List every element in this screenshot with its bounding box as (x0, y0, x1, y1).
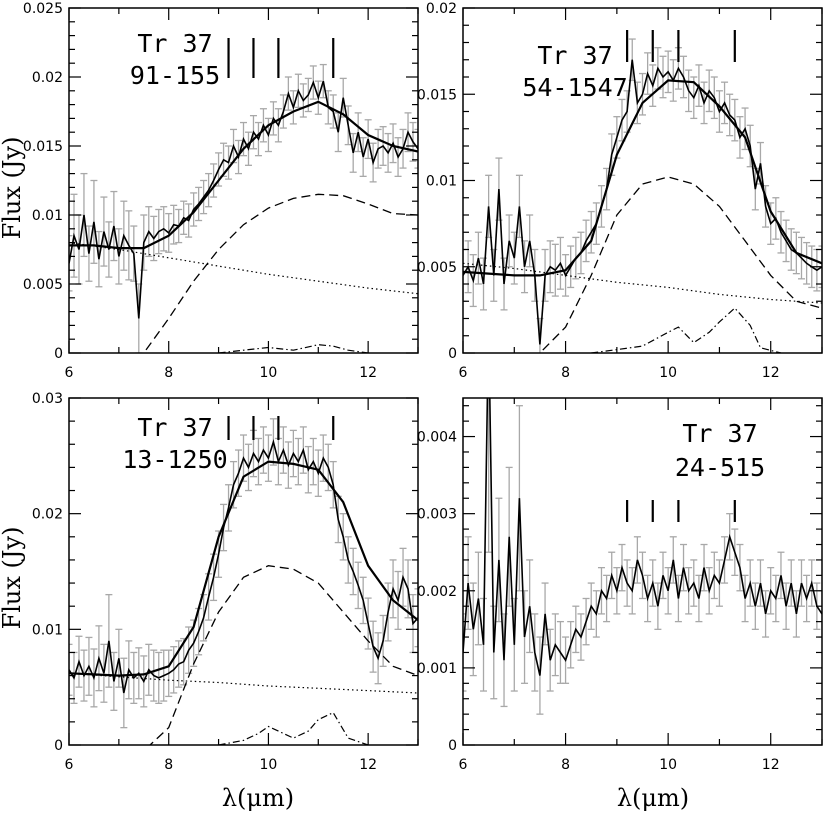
error-bars (69, 63, 418, 353)
y-tick-label: 0.01 (32, 622, 63, 638)
x-tick-label: 10 (260, 365, 278, 381)
x-tick-label: 12 (359, 757, 377, 773)
y-tick-label: 0.005 (417, 260, 457, 276)
error-bar (818, 245, 822, 289)
x-tick-label: 10 (659, 365, 677, 381)
x-tick-label: 6 (65, 365, 74, 381)
star-id-label: 13-1250 (122, 445, 227, 474)
model-fit-line (69, 460, 418, 677)
observed-spectrum-line (463, 398, 822, 676)
y-tick-label: 0.001 (417, 661, 457, 677)
x-tick-label: 10 (659, 757, 677, 773)
error-bar (485, 398, 493, 553)
x-tick-label: 12 (762, 757, 780, 773)
x-tick-label: 6 (459, 757, 468, 773)
y-tick-label: 0 (54, 738, 63, 754)
star-name-label: Tr 37 (137, 413, 212, 442)
y-tick-label: 0.003 (417, 507, 457, 523)
star-name-label: Tr 37 (537, 41, 612, 70)
star-name-label: Tr 37 (137, 29, 212, 58)
panel-top-right: 6 8 10 12 0 0.005 0.01 0.015 0.02 Tr 37 54-1547 (417, 1, 823, 381)
panel-bottom-right: 6 8 10 12 0 0.001 0.002 0.003 0.004 Tr 37 24-515 (417, 397, 823, 773)
crystalline-dashdot-line (591, 307, 782, 353)
star-id-label: 91-155 (130, 61, 220, 90)
y-axis-title-top: Flux (Jy) (0, 137, 26, 240)
star-id-label: 54-1547 (522, 73, 627, 102)
error-bar (69, 235, 73, 292)
y-tick-label: 0.015 (417, 87, 457, 103)
x-tick-label: 8 (561, 365, 570, 381)
amorphous-dashed-line (142, 193, 418, 353)
y-tick-label: 0.02 (426, 1, 457, 17)
amorphous-dashed-line (538, 176, 822, 353)
x-axis-title-right: λ(μm) (617, 784, 689, 812)
error-bar (414, 128, 418, 169)
y-tick-label: 0.01 (32, 208, 63, 224)
error-bar (69, 643, 73, 696)
model-fit-line (463, 79, 822, 277)
y-tick-label: 0.005 (23, 277, 63, 293)
y-tick-label: 0 (448, 346, 457, 362)
star-id-label: 24-515 (675, 453, 765, 482)
star-name-label: Tr 37 (682, 419, 757, 448)
observed-spectrum-line (463, 59, 822, 345)
y-tick-label: 0.02 (32, 507, 63, 523)
continuum-dotted-line (463, 262, 822, 304)
amorphous-dashed-line (149, 565, 418, 745)
observed-spectrum-line (69, 439, 418, 694)
y-tick-label: 0 (448, 738, 457, 754)
y-tick-label: 0.03 (32, 391, 63, 407)
y-tick-label: 0.004 (417, 430, 457, 446)
y-tick-label: 0.01 (426, 174, 457, 190)
plot-frame (462, 397, 823, 746)
x-tick-label: 8 (164, 365, 173, 381)
y-tick-label: 0.02 (32, 70, 63, 86)
panel-top-left: 6 8 10 12 0 0.005 0.01 0.015 0.02 0.025 Tr 37 91-15… (23, 1, 419, 381)
plot-frame (68, 397, 419, 746)
x-tick-label: 8 (561, 757, 570, 773)
x-tick-label: 12 (359, 365, 377, 381)
y-tick-label: 0 (54, 346, 63, 362)
x-tick-label: 6 (459, 365, 468, 381)
y-axis-title-bottom: Flux (Jy) (0, 527, 26, 630)
observed-spectrum-line (69, 80, 418, 319)
x-tick-label: 8 (164, 757, 173, 773)
crystalline-dashdot-line (218, 344, 369, 353)
panel-bottom-left: 6 8 10 12 0 0.01 0.02 0.03 Tr 37 13-1250 (32, 391, 419, 773)
y-tick-label: 0.002 (417, 584, 457, 600)
x-tick-label: 6 (65, 757, 74, 773)
y-tick-label: 0.025 (23, 1, 63, 17)
x-tick-label: 12 (762, 365, 780, 381)
plot-frame (68, 7, 419, 354)
continuum-dotted-line (69, 242, 418, 295)
error-bar (414, 588, 418, 648)
crystalline-dashdot-line (218, 711, 369, 745)
model-fit-line (69, 100, 418, 250)
x-tick-label: 10 (260, 757, 278, 773)
y-tick-label: 0.015 (23, 139, 63, 155)
x-axis-title-left: λ(μm) (222, 784, 294, 812)
